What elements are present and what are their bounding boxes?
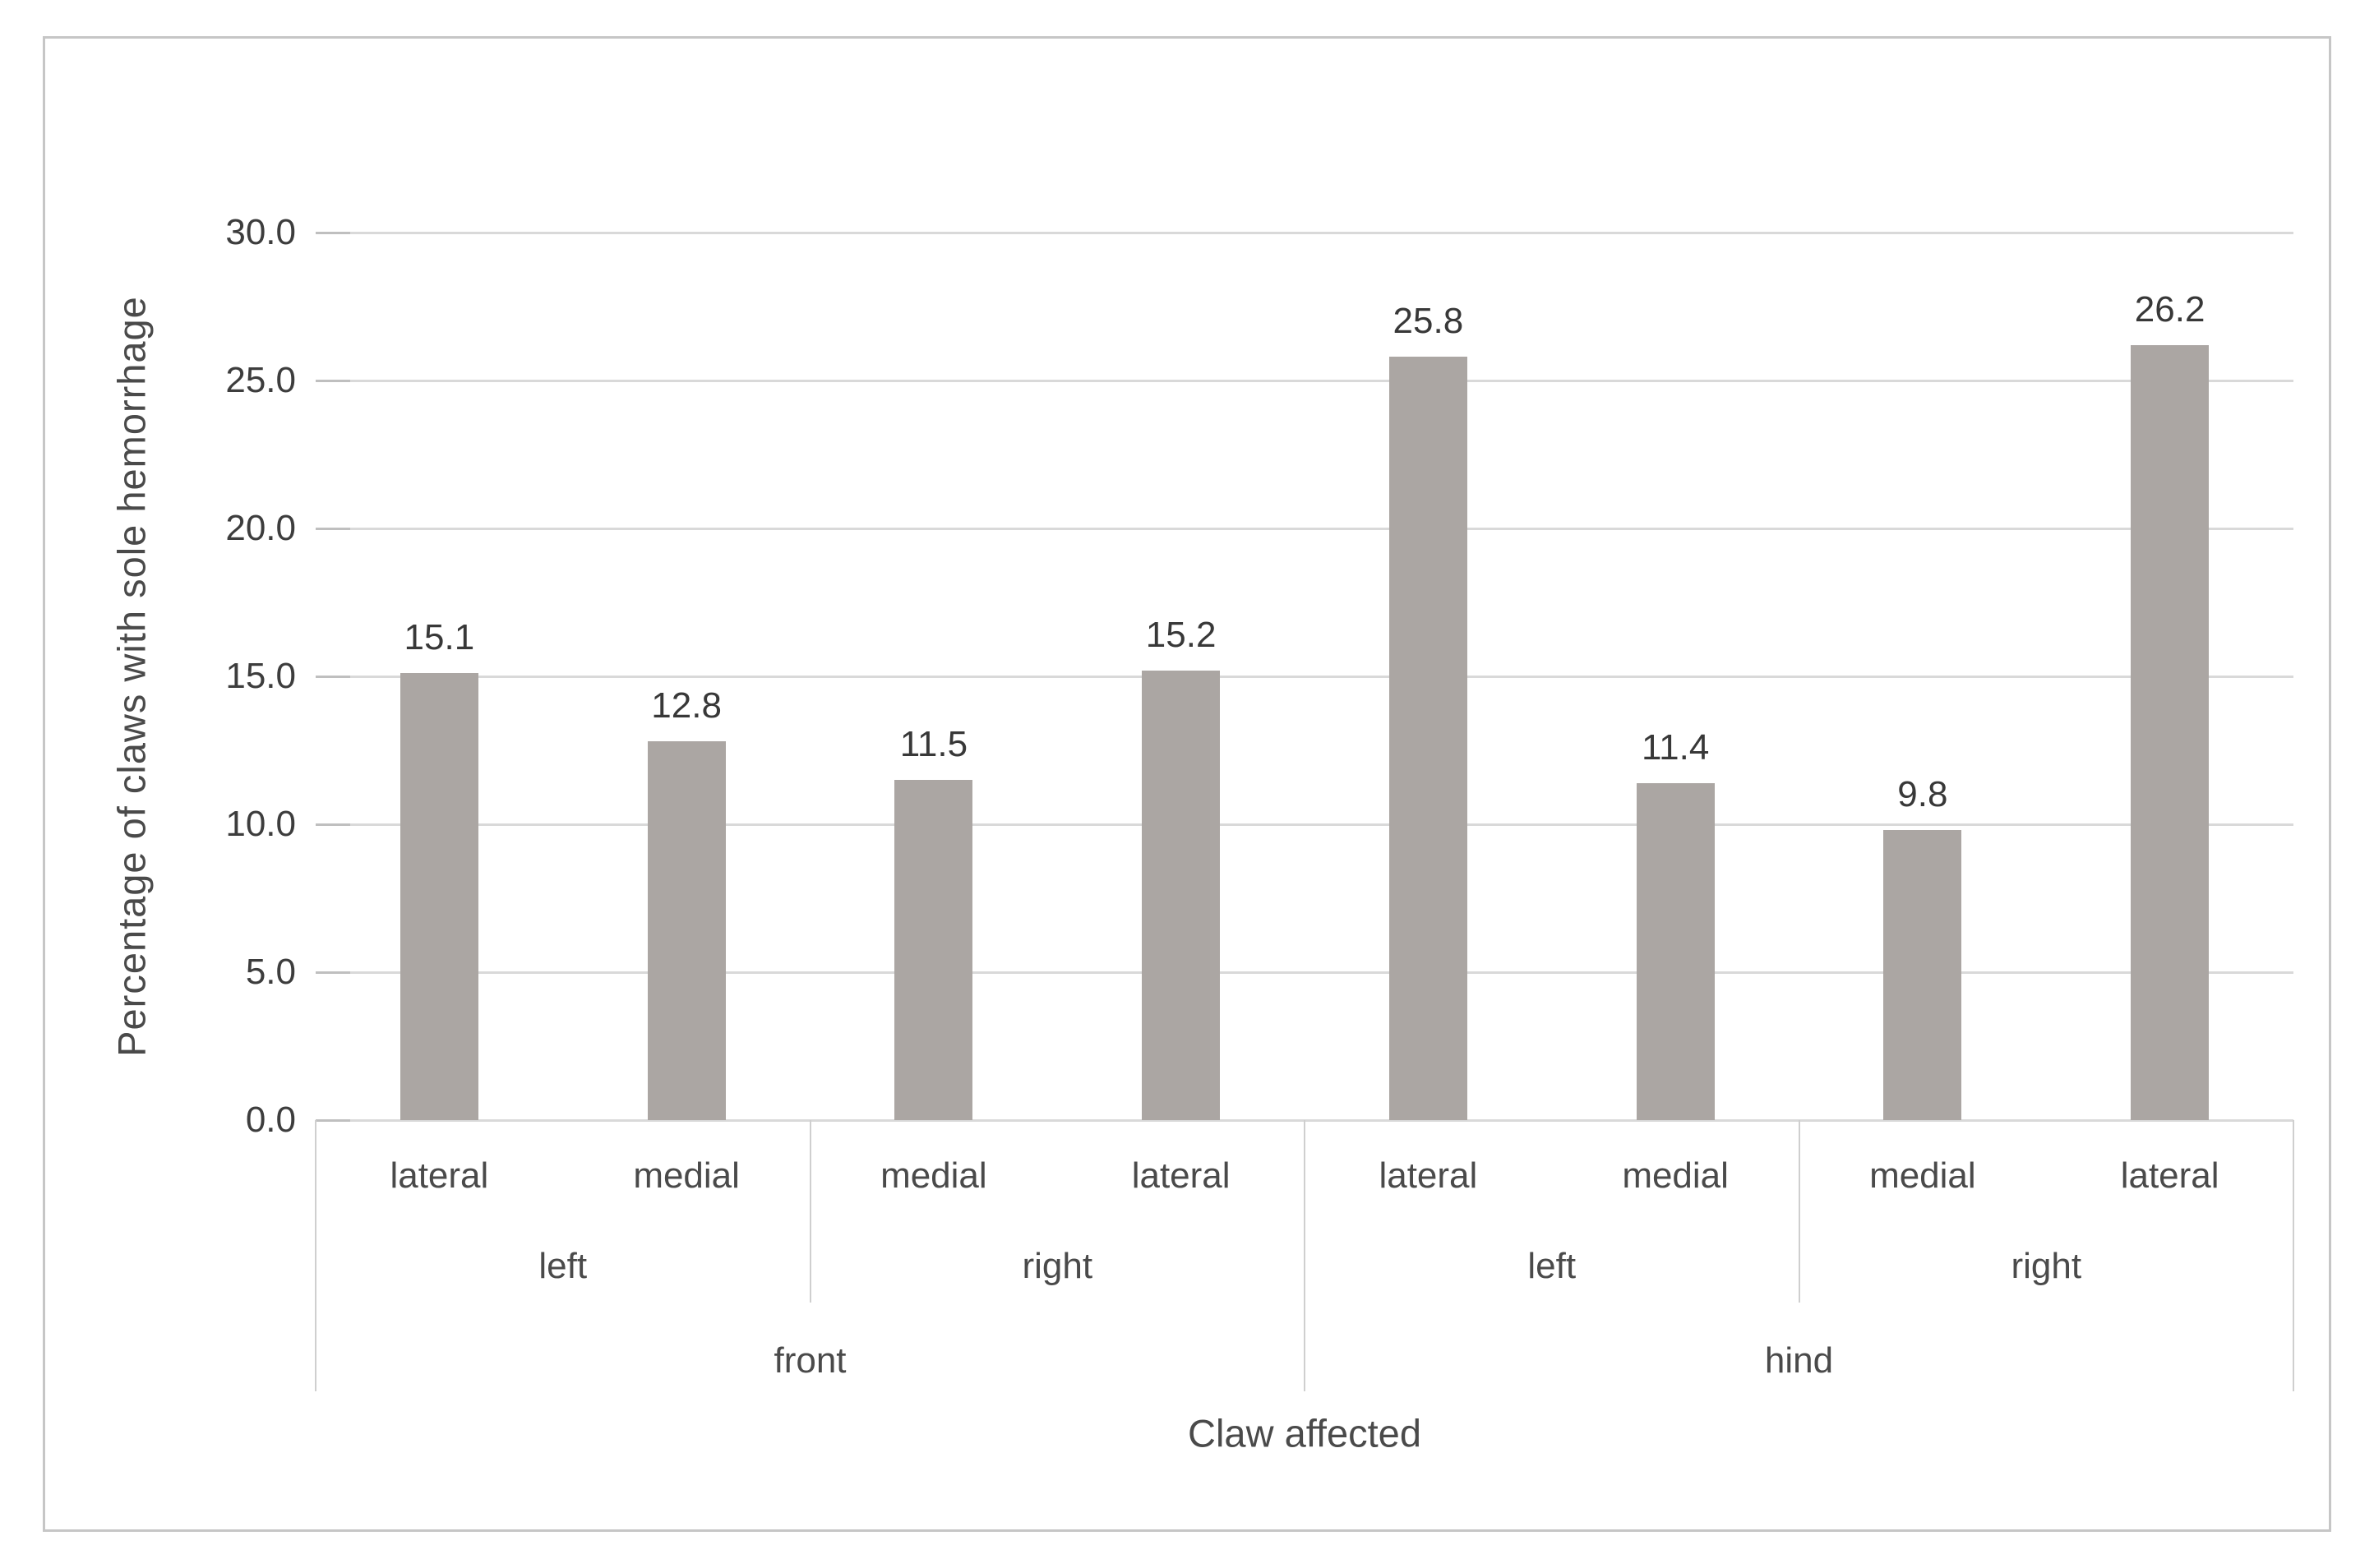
category-divider	[809, 1120, 811, 1303]
y-tick-label: 25.0	[225, 360, 296, 400]
bar-value-label: 9.8	[1897, 774, 1948, 814]
group-label: hind	[1764, 1340, 1834, 1381]
plot-area: 15.1 12.8 11.5 15.2 25.8 11.4 9.8 26.2	[316, 232, 2293, 1122]
y-axis-tick-mark	[316, 823, 350, 826]
claw-label: medial	[880, 1155, 987, 1196]
bar-value-label: 15.2	[1145, 615, 1217, 655]
y-tick-label: 30.0	[225, 212, 296, 252]
category-divider	[2293, 1120, 2294, 1391]
bar	[2131, 345, 2210, 1120]
y-axis-tick-mark	[316, 1119, 350, 1122]
x-axis-title: Claw affected	[1188, 1411, 1421, 1455]
gridline	[316, 676, 2293, 678]
gridline	[316, 528, 2293, 530]
bar	[1388, 357, 1467, 1120]
bar	[894, 780, 973, 1120]
bar	[647, 741, 726, 1120]
claw-label: medial	[633, 1155, 740, 1196]
bar-value-label: 26.2	[2134, 289, 2205, 330]
category-divider	[315, 1120, 316, 1391]
side-label: left	[1527, 1246, 1577, 1286]
side-label: right	[2011, 1246, 2082, 1286]
claw-label: medial	[1869, 1155, 1976, 1196]
y-axis-tick-mark	[316, 232, 350, 234]
side-label: right	[1022, 1246, 1093, 1286]
y-axis-title: Percentage of claws with sole hemorrhage	[109, 296, 154, 1057]
y-tick-label: 20.0	[225, 508, 296, 548]
claw-label: lateral	[2120, 1155, 2219, 1196]
gridline	[316, 380, 2293, 382]
category-divider	[1304, 1120, 1305, 1391]
gridline	[316, 232, 2293, 234]
claw-label: medial	[1622, 1155, 1729, 1196]
y-axis-tick-mark	[316, 528, 350, 530]
gridline	[316, 971, 2293, 974]
gridline	[316, 823, 2293, 826]
y-tick-label: 0.0	[245, 1100, 296, 1140]
claw-label: lateral	[1379, 1155, 1478, 1196]
side-label: left	[538, 1246, 588, 1286]
bar-value-label: 25.8	[1393, 301, 1464, 341]
y-tick-label: 15.0	[225, 656, 296, 696]
y-axis-tick-mark	[316, 971, 350, 974]
bar-value-label: 12.8	[651, 685, 722, 726]
bar	[1883, 830, 1962, 1120]
y-tick-label: 10.0	[225, 804, 296, 844]
claw-label: lateral	[390, 1155, 489, 1196]
group-label: front	[774, 1340, 847, 1381]
claw-label: lateral	[1131, 1155, 1231, 1196]
bar-value-label: 11.4	[1641, 727, 1710, 768]
bar	[1636, 783, 1715, 1120]
y-tick-label: 5.0	[245, 952, 296, 992]
bar-value-label: 15.1	[404, 617, 475, 657]
y-axis-tick-mark	[316, 676, 350, 678]
bar	[400, 673, 478, 1120]
bar-value-label: 11.5	[899, 724, 968, 764]
category-divider	[1798, 1120, 1800, 1303]
y-axis-tick-mark	[316, 380, 350, 382]
bar	[1142, 671, 1221, 1120]
